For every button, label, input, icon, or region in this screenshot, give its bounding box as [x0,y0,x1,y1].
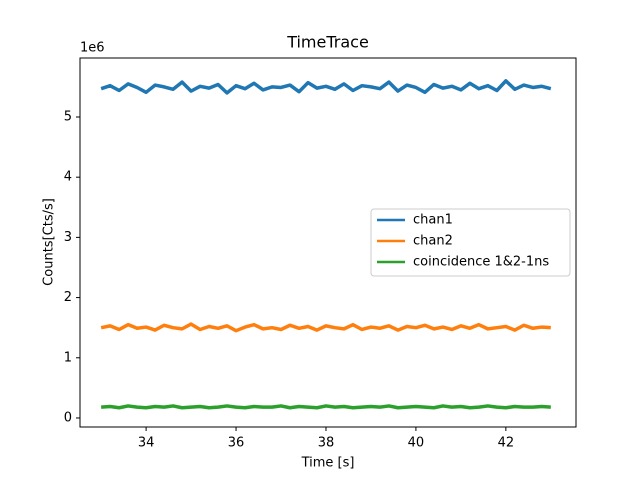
legend-label: chan1 [413,213,453,228]
y-tick-label: 5 [64,109,72,124]
legend-label: chan2 [413,234,453,249]
y-tick-label: 0 [64,410,72,425]
data-line [101,404,551,410]
legend-label: coincidence 1&2-1ns [413,255,549,270]
y-tick-label: 4 [64,170,72,185]
data-line [100,322,551,333]
x-tick-label: 38 [318,436,335,451]
x-tick-label: 42 [498,436,515,451]
y-tick-label: 3 [64,230,72,245]
x-tick-label: 40 [408,436,425,451]
legend-box [370,208,571,277]
y-tick-label: 1 [64,350,72,365]
y-tick-label: 2 [64,290,72,305]
plot-frame [79,57,577,428]
chart-title: TimeTrace [286,33,369,52]
x-axis-label: Time [s] [301,456,355,471]
y-offset-label: 1e6 [80,41,105,56]
x-tick-label: 36 [228,436,245,451]
data-line [100,79,552,95]
x-tick-label: 34 [138,436,155,451]
y-axis-label: Counts[Cts/s] [42,198,57,286]
